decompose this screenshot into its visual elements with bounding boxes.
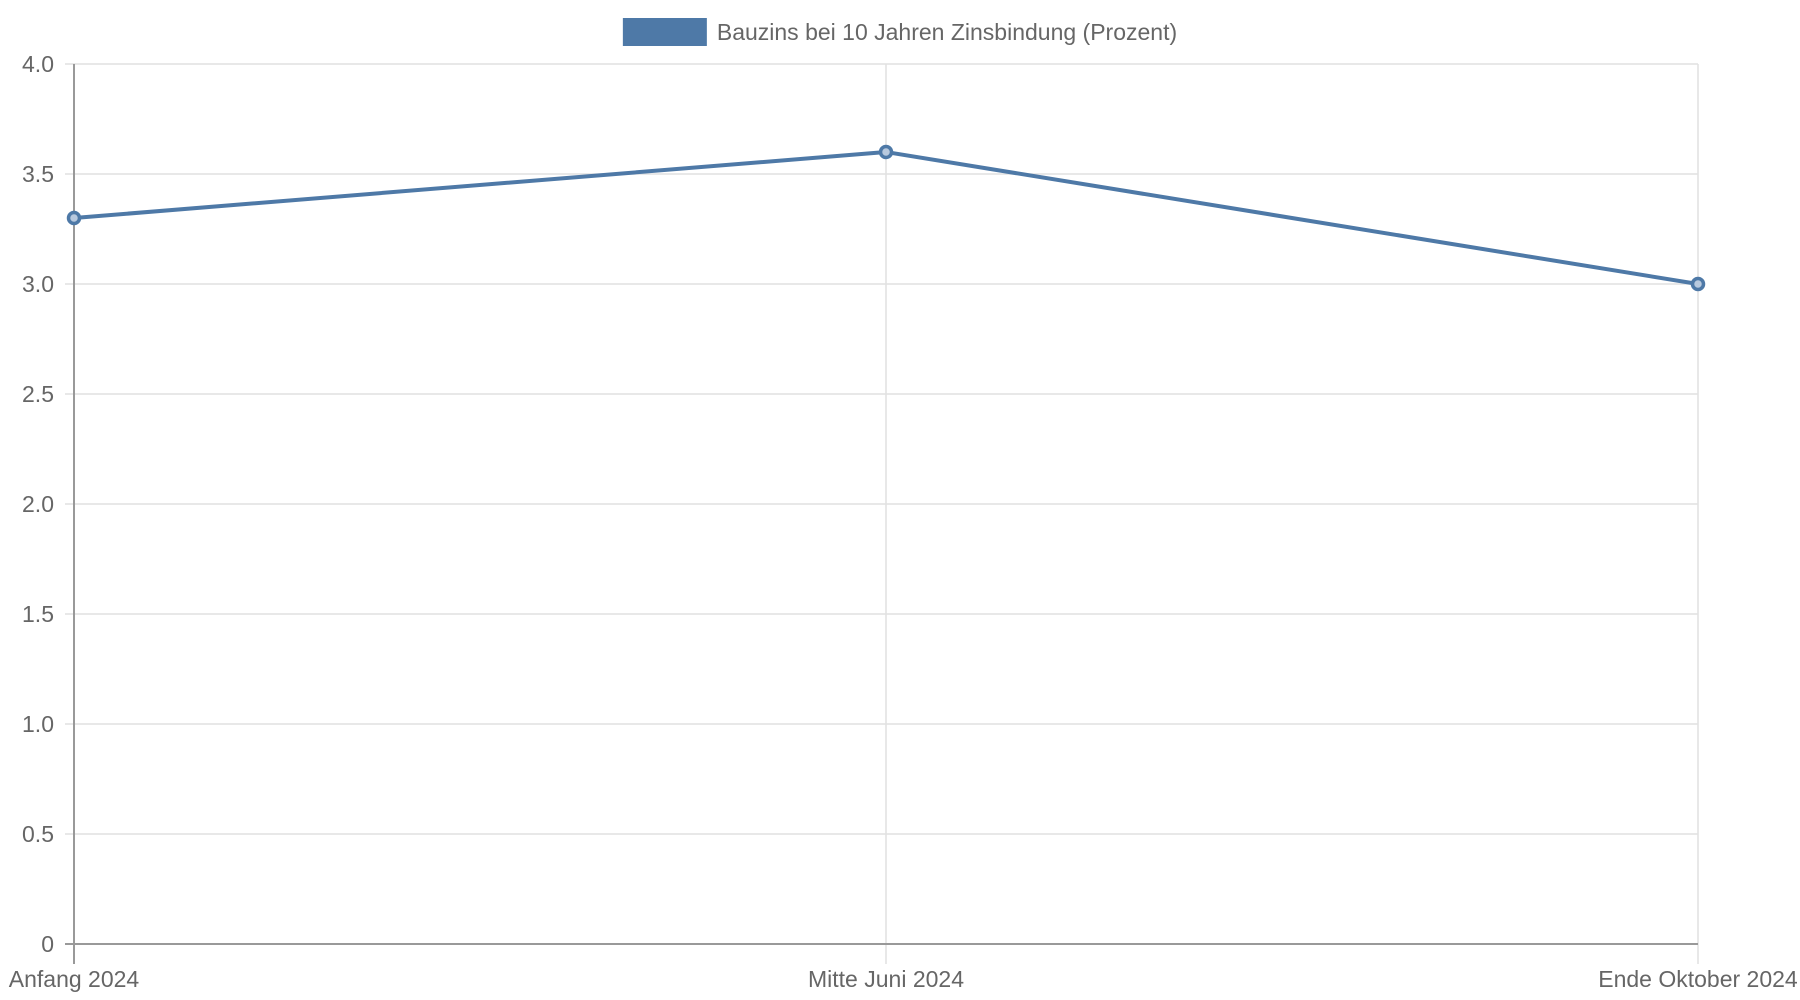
legend[interactable]: Bauzins bei 10 Jahren Zinsbindung (Proze… <box>622 18 1177 46</box>
y-tick-label: 2.5 <box>22 381 54 407</box>
legend-swatch-bauzins[interactable] <box>622 18 707 46</box>
data-point[interactable] <box>1690 276 1706 292</box>
y-tick-label: 3.5 <box>22 161 54 187</box>
data-point[interactable] <box>878 144 894 160</box>
y-tick-label: 3.0 <box>22 271 54 297</box>
y-tick-label: 0 <box>41 931 54 957</box>
y-tick-label: 1.0 <box>22 711 54 737</box>
data-point[interactable] <box>66 210 82 226</box>
grid-layer <box>73 63 1699 945</box>
y-tick-label: 2.0 <box>22 491 54 517</box>
y-tick-label: 1.5 <box>22 601 54 627</box>
axis-layer: 0 0.5 1.0 1.5 2.0 2.5 3.0 3.5 4.0 Anfang 2024 Mitt… <box>9 51 1798 992</box>
x-tick-label: Ende Oktober 2024 <box>1598 966 1798 992</box>
x-tick-label: Anfang 2024 <box>9 966 140 992</box>
x-tick-label: Mitte Juni 2024 <box>808 966 964 992</box>
y-tick-label: 0.5 <box>22 821 54 847</box>
legend-label-bauzins[interactable]: Bauzins bei 10 Jahren Zinsbindung (Proze… <box>717 19 1177 45</box>
y-tick-label: 4.0 <box>22 51 54 77</box>
series-layer <box>66 144 1706 292</box>
